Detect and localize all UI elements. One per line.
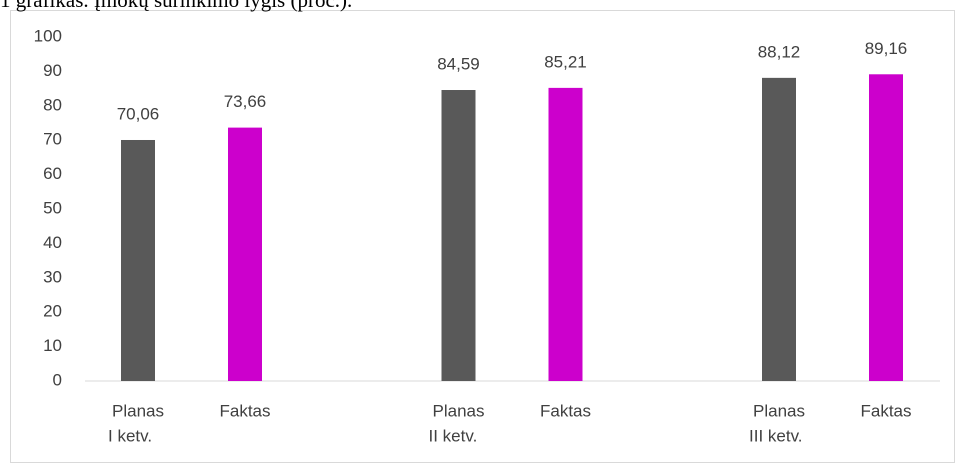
chart-frame	[10, 10, 955, 463]
group-label: II ketv.	[429, 426, 478, 445]
bar	[441, 90, 476, 381]
bar	[548, 87, 583, 382]
chart-title: 1 grafikas. Įmokų surinkimo lygis (proc.…	[0, 0, 352, 12]
x-tick-label: Faktas	[860, 401, 911, 420]
bar	[121, 139, 155, 381]
bar	[869, 74, 903, 381]
x-tick-label: Faktas	[540, 401, 591, 420]
x-tick-label: Faktas	[219, 401, 270, 420]
x-tick-label: Planas	[753, 401, 805, 420]
y-tick-label: 80	[43, 95, 62, 114]
data-label: 88,12	[758, 42, 801, 61]
x-tick-label: Planas	[433, 401, 485, 420]
y-tick-label: 60	[43, 164, 62, 183]
data-label: 89,16	[865, 39, 908, 58]
y-tick-label: 50	[43, 198, 62, 217]
y-tick-label: 70	[43, 130, 62, 149]
data-label: 70,06	[117, 104, 160, 123]
group-label: I ketv.	[108, 426, 152, 445]
y-tick-label: 10	[43, 336, 62, 355]
y-tick-label: 90	[43, 61, 62, 80]
bar	[762, 77, 796, 382]
data-label: 85,21	[544, 52, 587, 71]
y-tick-label: 40	[43, 233, 62, 252]
x-tick-label: Planas	[112, 401, 164, 420]
y-tick-label: 20	[43, 302, 62, 321]
bar	[228, 127, 262, 382]
y-tick-label: 100	[34, 26, 62, 45]
group-label: III ketv.	[749, 426, 803, 445]
data-label: 84,59	[437, 54, 480, 73]
data-label: 73,66	[224, 92, 267, 111]
y-tick-label: 30	[43, 267, 62, 286]
y-tick-label: 0	[53, 370, 62, 389]
